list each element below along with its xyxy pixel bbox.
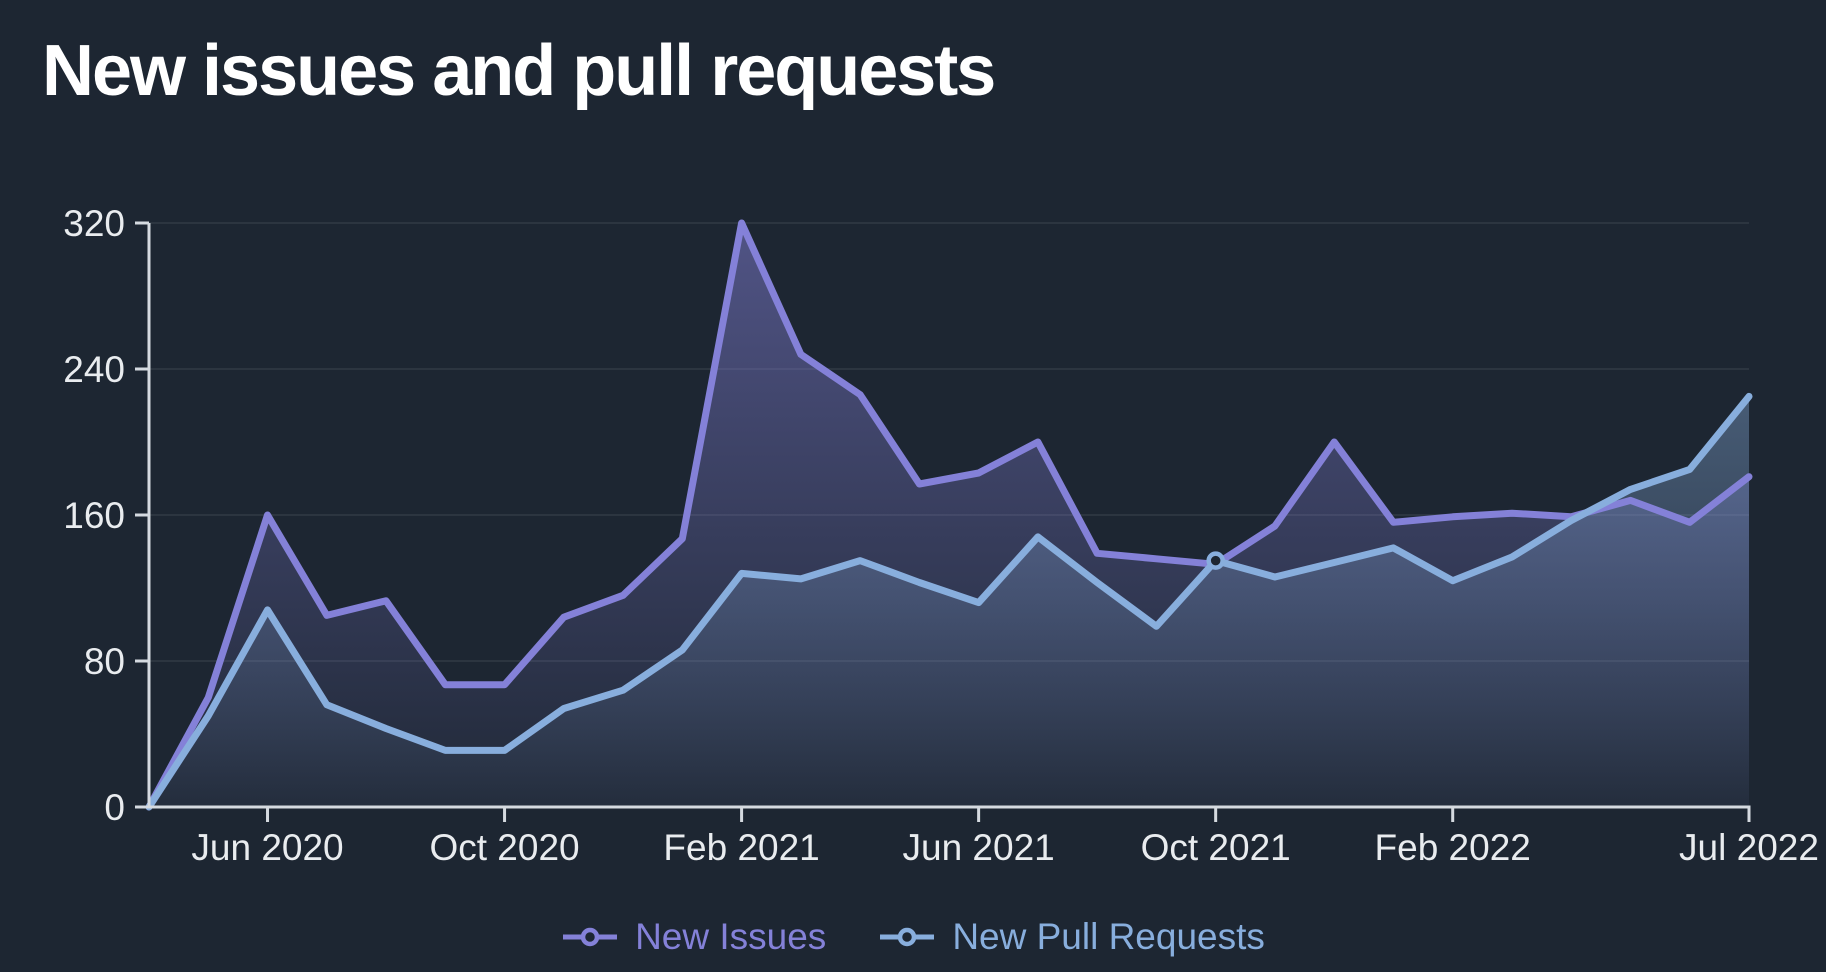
series-line-new-issues[interactable] (145, 219, 1753, 811)
x-tick-label: Jun 2020 (191, 827, 343, 868)
chart-legend: New Issues New Pull Requests (0, 916, 1826, 958)
y-tick-label: 0 (104, 787, 125, 828)
area-fill-new-pull-requests (149, 396, 1749, 807)
legend-item-new-issues[interactable]: New Issues (561, 916, 826, 958)
x-tick-label: Oct 2020 (429, 827, 579, 868)
legend-label-new-pull-requests: New Pull Requests (952, 916, 1265, 957)
x-tick-label: Feb 2022 (1375, 827, 1531, 868)
x-tick-label: Jun 2021 (903, 827, 1055, 868)
y-tick-label: 80 (84, 641, 125, 682)
legend-label-new-issues: New Issues (635, 916, 827, 957)
chart-title: New issues and pull requests (42, 31, 996, 111)
x-tick-label: Oct 2021 (1141, 827, 1291, 868)
line-point-marker-icon (563, 927, 618, 947)
line-point-marker-icon (880, 927, 935, 947)
data-point-marker[interactable] (1206, 551, 1225, 570)
y-tick-label: 160 (63, 495, 125, 536)
y-tick-label: 240 (63, 349, 125, 390)
y-tick-label: 320 (63, 203, 125, 244)
series-line-new-pull-requests[interactable] (145, 392, 1753, 811)
x-tick-label: Jul 2022 (1679, 827, 1819, 868)
x-tick-label: Feb 2021 (663, 827, 819, 868)
legend-item-new-pull-requests[interactable]: New Pull Requests (878, 916, 1265, 958)
